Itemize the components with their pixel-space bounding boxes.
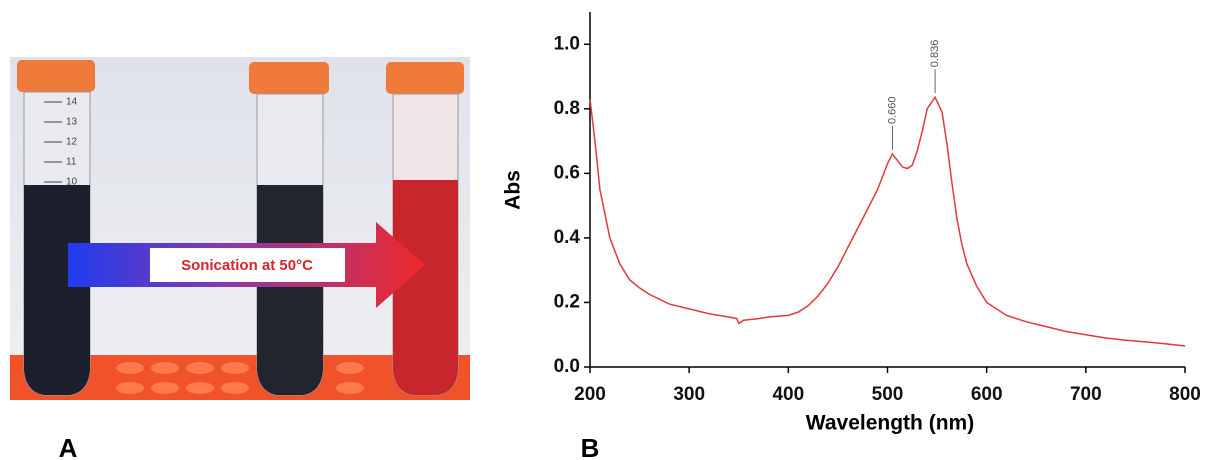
y-tick-label: 0.4 [554, 227, 581, 248]
tube-middle [249, 62, 329, 396]
tube-scale-label: 11 [66, 157, 77, 168]
y-tick-label: 0.0 [554, 356, 580, 377]
line [589, 95, 1186, 347]
tube-right [386, 62, 464, 396]
x-tick-label: 600 [971, 384, 1003, 405]
y-axis-label: Abs [502, 170, 525, 210]
x-axis-label: Wavelength (nm) [806, 412, 974, 435]
panel-label: A [59, 433, 78, 460]
y-tick-label: 0.8 [554, 98, 580, 119]
x-tick-label: 800 [1169, 384, 1201, 405]
x-tick-label: 200 [574, 384, 606, 405]
panel-label: B [581, 433, 600, 460]
tube-scale-label: 14 [66, 97, 78, 108]
annotation-label: 0.660 [886, 96, 898, 124]
tube-scale-label: 12 [66, 137, 78, 148]
annotation-label: 0.836 [929, 40, 941, 68]
photo: Sonication at 50°C A [10, 57, 470, 460]
x-tick-label: 300 [673, 384, 705, 405]
y-tick-label: 1.0 [554, 33, 580, 54]
tube-left [17, 60, 95, 396]
arrow-label: Sonication at 50°C [181, 257, 313, 274]
tube-scale-label: 10 [66, 177, 78, 188]
x-tick-label: 400 [772, 384, 804, 405]
y-tick-label: 0.2 [554, 291, 580, 312]
tube-scale-label: 13 [66, 117, 78, 128]
arrow-label-box [150, 248, 345, 282]
x-tick-label: 700 [1070, 384, 1102, 405]
plot: B Wavelength (nm) Abs 0.0 0.2 0.4 0.6 0.8 1.0… [502, 12, 1201, 460]
x-tick-label: 500 [872, 384, 904, 405]
y-tick-label: 0.6 [554, 162, 580, 183]
